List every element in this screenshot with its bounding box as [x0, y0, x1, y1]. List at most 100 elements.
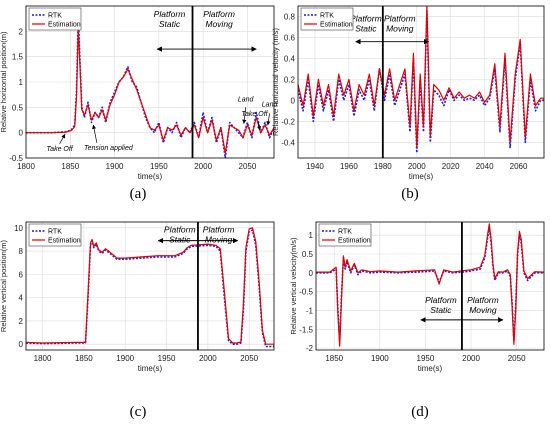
panel-label-d: (d)	[411, 404, 429, 420]
y-tick-label: 2	[19, 27, 24, 36]
y-axis-label: Relative horizontal position(m)	[0, 31, 8, 132]
y-axis-label: Relative vertical position(m)	[0, 239, 8, 332]
panel-label-c: (c)	[129, 404, 147, 420]
panel-label-b: (b)	[401, 186, 419, 202]
y-tick-label: -1.5	[299, 325, 313, 334]
y-tick-label: 1.5	[12, 53, 24, 62]
legend-label-estimation: Estimation	[48, 22, 81, 29]
legend-label-estimation: Estimation	[48, 238, 81, 245]
platform-moving-label: Platform Moving	[203, 224, 235, 244]
x-tick-label: 2020	[442, 162, 460, 171]
y-tick-label: 0	[19, 129, 24, 138]
y-tick-label: 0.8	[284, 12, 296, 21]
y-tick-label: 0	[291, 96, 296, 105]
x-tick-label: 2000	[194, 162, 212, 171]
y-tick-label: 8	[19, 247, 24, 256]
platform-static-label: Platform Static	[164, 224, 196, 244]
series-group	[26, 15, 274, 158]
series-line-rtk	[316, 226, 544, 342]
annotation-take-off-2: Take Off	[241, 111, 268, 118]
chart-panel-c: 1800 1850 1900 1950 2000 2050 0 2 4 6 8 10 time(s) Re…	[0, 221, 275, 373]
x-tick-label: 2050	[240, 354, 258, 363]
x-tick-label: 2040	[476, 162, 494, 171]
y-axis-label: Relative horizontal velocity (m/s)	[271, 28, 280, 136]
chart-panel-b: 1940 1960 1980 2000 2020 2040 2060 -0.4 -0.2 0 0.2…	[271, 5, 545, 181]
x-tick-label: 1900	[371, 354, 389, 363]
series-group	[316, 223, 544, 347]
series-line-estimation	[316, 223, 544, 347]
x-axis-label: time(s)	[418, 364, 443, 373]
x-axis-label: time(s)	[409, 172, 434, 181]
y-tick-label: 6	[19, 270, 24, 279]
x-tick-label: 2000	[199, 354, 217, 363]
legend-label-rtk: RTK	[320, 13, 334, 20]
series-line-estimation	[26, 227, 274, 345]
y-tick-label: 0	[19, 340, 24, 349]
platform-moving-label: Platform Moving	[384, 14, 416, 34]
platform-moving-label: Platform Moving	[203, 9, 235, 29]
y-tick-label: 0.5	[12, 103, 24, 112]
series-group	[26, 227, 274, 348]
annotation-arrow-land-1	[242, 107, 247, 124]
y-tick-label: 4	[19, 294, 24, 303]
y-tick-label: -0.2	[281, 117, 295, 126]
panel-label-a: (a)	[129, 186, 147, 202]
plot-frame	[25, 221, 275, 351]
x-tick-label: 1980	[374, 162, 392, 171]
platform-static-label: Platform Static	[425, 295, 457, 315]
platform-static-label: Platform Static	[350, 14, 382, 34]
y-tick-label: -0.4	[281, 138, 295, 147]
x-tick-label: 1800	[17, 162, 35, 171]
annotation-arrow-take-off-2	[257, 121, 262, 131]
annotation-arrow-take-off-1	[59, 133, 66, 144]
y-tick-label: 1	[19, 78, 24, 87]
x-tick-label: 1950	[150, 162, 168, 171]
plot-frame	[25, 5, 275, 159]
x-axis-label: time(s)	[138, 172, 163, 181]
annotation-arrow-tension-applied	[91, 124, 98, 143]
legend-label-estimation: Estimation	[338, 238, 371, 245]
x-tick-label: 2050	[508, 354, 526, 363]
x-tick-label: 1850	[325, 354, 343, 363]
y-tick-label: -2	[306, 344, 314, 353]
series-group	[298, 6, 544, 154]
x-tick-label: 1850	[61, 162, 79, 171]
annotation-land-2: Land	[262, 101, 279, 108]
plot-frame	[297, 5, 545, 159]
y-tick-label: 2	[19, 317, 24, 326]
x-tick-label: 2000	[462, 354, 480, 363]
x-tick-label: 1850	[75, 354, 93, 363]
y-tick-label: -1	[306, 306, 314, 315]
annotation-land-1: Land	[238, 96, 255, 103]
x-tick-label: 2060	[510, 162, 528, 171]
y-tick-label: -0.5	[9, 154, 23, 163]
legend-label-rtk: RTK	[48, 229, 62, 236]
legend-label-estimation: Estimation	[320, 22, 353, 29]
plot-frame	[315, 221, 545, 351]
annotation-take-off-1: Take Off	[47, 146, 74, 153]
chart-panel-d: 1850 1900 1950 2000 2050 -2 -1.5 -1 -0.5 0 0.5 1 tim…	[289, 221, 545, 373]
x-tick-label: 1960	[340, 162, 358, 171]
platform-static-label: Platform Static	[154, 9, 186, 29]
legend-label-rtk: RTK	[338, 229, 352, 236]
legend-label-rtk: RTK	[48, 13, 62, 20]
chart-panel-a: 1800 1850 1900 1950 2000 2050 -0.5 0 0.5 1 1.5 2 tim…	[0, 5, 279, 181]
y-tick-label: 0.2	[284, 75, 296, 84]
annotation-tension-applied: Tension applied	[84, 145, 134, 152]
x-axis-label: time(s)	[138, 364, 163, 373]
y-tick-label: 0.5	[302, 250, 314, 259]
y-axis-label: Relative vertical velocity(m/s)	[289, 237, 298, 335]
x-tick-label: 1940	[306, 162, 324, 171]
x-tick-label: 1900	[106, 162, 124, 171]
x-tick-label: 1800	[34, 354, 52, 363]
series-line-estimation	[298, 6, 544, 149]
x-tick-label: 1950	[417, 354, 435, 363]
y-tick-label: 0.4	[284, 54, 296, 63]
y-tick-label: 1	[309, 231, 314, 240]
y-tick-label: 0.6	[284, 33, 296, 42]
annotation-arrow-land-2	[266, 113, 271, 126]
x-tick-label: 2050	[239, 162, 257, 171]
x-tick-label: 2000	[408, 162, 426, 171]
platform-moving-label: Platform Moving	[467, 295, 499, 315]
